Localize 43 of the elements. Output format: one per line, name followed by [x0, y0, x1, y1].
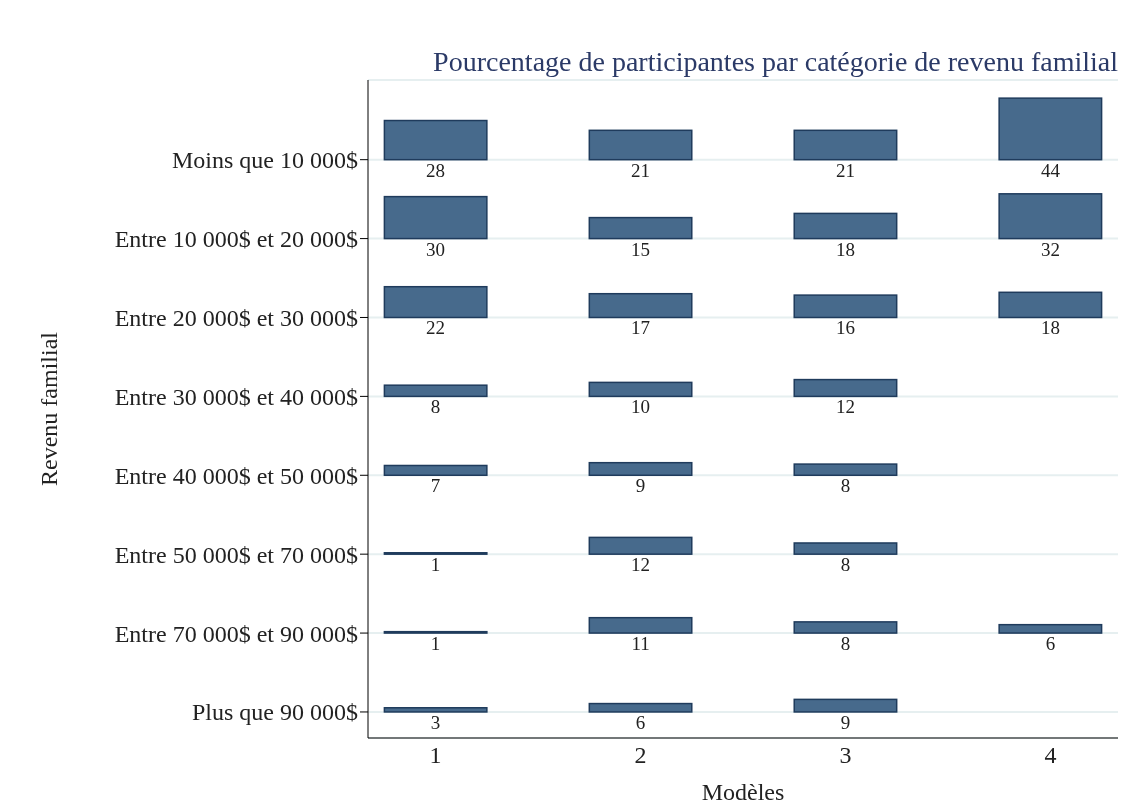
data-label: 8: [840, 554, 851, 576]
y-tick-label: Entre 50 000$ et 70 000$: [114, 541, 358, 568]
data-label: 11: [631, 633, 650, 655]
data-label: 8: [840, 633, 851, 655]
x-axis-title: Modèles: [701, 779, 785, 805]
y-tick-label: Entre 10 000$ et 20 000$: [114, 226, 358, 253]
x-tick-label: 1: [429, 742, 442, 769]
data-label: 1: [430, 554, 441, 576]
x-tick-label: 3: [839, 742, 852, 769]
y-axis-title: Revenu familial: [35, 331, 62, 486]
y-tick-label: Entre 30 000$ et 40 000$: [114, 383, 358, 410]
data-label: 7: [430, 475, 441, 497]
y-tick-label: Entre 70 000$ et 90 000$: [114, 620, 358, 647]
data-label: 12: [631, 554, 651, 576]
data-label: 21: [835, 159, 855, 181]
y-tick-label: Moins que 10 000$: [172, 147, 358, 174]
data-label: 22: [426, 317, 446, 339]
data-label: 32: [1040, 238, 1060, 260]
data-label: 8: [430, 396, 441, 418]
y-tick-label: Entre 20 000$ et 30 000$: [114, 305, 358, 331]
data-label: 8: [840, 475, 851, 497]
data-label: 44: [1040, 159, 1061, 181]
y-tick-label: Entre 40 000$ et 50 000$: [114, 462, 358, 489]
data-label: 28: [426, 159, 446, 181]
data-label: 9: [840, 711, 851, 733]
x-tick-label: 2: [634, 742, 647, 769]
y-tick-label: Plus que 90 000$: [191, 699, 358, 726]
data-label: 16: [835, 317, 855, 339]
data-label: 6: [1045, 633, 1056, 655]
data-label: 10: [631, 396, 651, 418]
data-label: 18: [1040, 317, 1060, 339]
data-label: 17: [631, 317, 651, 339]
data-label: 6: [635, 711, 646, 733]
data-label: 12: [835, 396, 855, 418]
data-label: 1: [430, 633, 441, 655]
data-label: 30: [426, 238, 446, 260]
data-label: 9: [635, 475, 646, 497]
data-label: 18: [835, 238, 855, 260]
x-tick-label: 4: [1044, 742, 1057, 769]
chart-title: Pourcentage de participantes par catégorie de revenu familial: [433, 46, 1118, 78]
data-label: 15: [631, 238, 651, 260]
data-label: 21: [631, 159, 651, 181]
data-label: 3: [430, 711, 441, 733]
